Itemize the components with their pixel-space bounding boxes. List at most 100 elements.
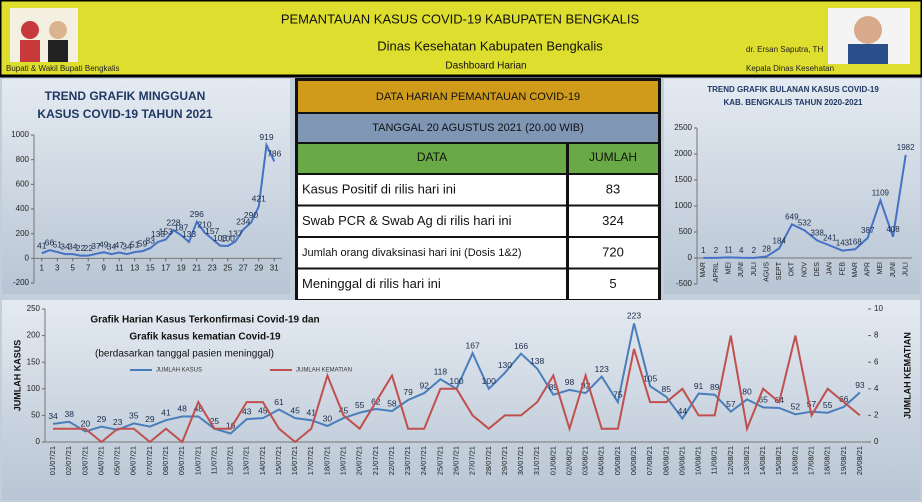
- data-label: 118: [434, 366, 448, 376]
- chart-title: KAB. BENGKALIS TAHUN 2020-2021: [724, 98, 864, 107]
- data-label: 103: [213, 233, 227, 243]
- x-tick-label: 3: [55, 263, 60, 272]
- x-tick-label: OKT: [789, 261, 796, 276]
- x-tick-label: 28/07/21: [484, 446, 493, 475]
- data-label: 45: [258, 405, 268, 415]
- photo-figure: [21, 21, 39, 39]
- x-tick-label: APR: [865, 262, 872, 276]
- data-label: 22: [76, 243, 86, 253]
- table-cell: [569, 269, 658, 299]
- data-label: 1982: [897, 143, 915, 152]
- data-label: 34: [107, 241, 117, 251]
- data-label: 228: [166, 217, 180, 227]
- data-label: 210: [197, 220, 211, 230]
- table-label: Meninggal di rilis hari ini: [302, 276, 441, 291]
- y-tick-label: 1000: [674, 201, 692, 210]
- data-label: 45: [290, 405, 300, 415]
- data-label: 41: [307, 407, 317, 417]
- x-tick-label: 18/07/21: [322, 446, 331, 475]
- table-label: Jumlah orang divaksinasi hari ini (Dosis…: [302, 247, 521, 259]
- table-cell: [569, 206, 658, 236]
- x-tick-label: 08/08/21: [661, 446, 670, 475]
- x-tick-label: 25/07/21: [435, 446, 444, 475]
- y2-tick-label: 8: [874, 331, 879, 340]
- y-tick-label: 1500: [674, 175, 692, 184]
- data-label: 223: [627, 311, 641, 321]
- x-tick-label: 06/07/21: [129, 446, 138, 475]
- x-tick-label: 22/07/21: [387, 446, 396, 475]
- x-tick-label: 23: [208, 263, 217, 272]
- x-tick-label: 12/07/21: [226, 446, 235, 475]
- data-label: 29: [145, 414, 155, 424]
- data-label: 29: [97, 414, 107, 424]
- data-label: 92: [581, 380, 591, 390]
- x-tick-label: 06/08/21: [629, 446, 638, 475]
- data-label: 34: [48, 411, 58, 421]
- data-label: 61: [274, 397, 284, 407]
- data-label: 45: [339, 405, 349, 415]
- chart-title: TREND GRAFIK MINGGUAN: [45, 89, 206, 103]
- data-label: 919: [259, 132, 273, 142]
- y-tick-label: 400: [16, 204, 30, 213]
- y2-tick-label: 0: [874, 437, 879, 446]
- data-label: 296: [190, 209, 204, 219]
- data-label: 85: [662, 384, 672, 394]
- legend-label: JUMLAH KASUS: [156, 368, 202, 374]
- data-label: 34: [60, 241, 70, 251]
- panel: [2, 300, 920, 500]
- x-tick-label: 08/07/21: [161, 446, 170, 475]
- x-tick-label: 25: [223, 263, 232, 272]
- x-tick-label: 10/08/21: [694, 446, 703, 475]
- table-date-bg: [298, 114, 658, 142]
- chart-title: TREND GRAFIK BULANAN KASUS COVID-19: [707, 85, 879, 94]
- chart-title: KASUS COVID-19 TAHUN 2021: [37, 107, 212, 121]
- data-label: 133: [182, 229, 196, 239]
- data-label: 166: [514, 341, 528, 351]
- chart-title: (berdasarkan tanggal pasien meninggal): [95, 349, 274, 360]
- data-label: 11: [724, 246, 733, 255]
- data-label: 184: [773, 237, 787, 246]
- y2-tick-label: 4: [874, 384, 879, 393]
- data-label: 51: [130, 239, 140, 249]
- left-caption: Bupati & Wakil Bupati Bengkalis: [6, 64, 120, 73]
- data-label: 47: [115, 240, 125, 250]
- x-tick-label: 31: [270, 263, 279, 272]
- x-tick-label: 01/08/21: [548, 446, 557, 475]
- x-tick-label: NOV: [801, 262, 808, 278]
- series-line: [53, 335, 861, 444]
- data-label: 34: [122, 241, 132, 251]
- data-label: 167: [466, 340, 480, 350]
- y-tick-label: 0: [688, 253, 693, 262]
- photo-figure: [48, 40, 68, 62]
- y-tick-label: 50: [31, 411, 40, 420]
- y-tick-label: 800: [16, 155, 30, 164]
- data-label: 22: [84, 243, 94, 253]
- x-tick-label: SEPT: [776, 261, 783, 280]
- data-label: 41: [37, 241, 47, 251]
- table-cell: [569, 175, 658, 205]
- x-tick-label: 07/08/21: [645, 446, 654, 475]
- x-tick-label: 17: [161, 263, 170, 272]
- x-tick-label: 24/07/21: [419, 446, 428, 475]
- x-tick-label: 15: [146, 263, 155, 272]
- data-label: 153: [159, 227, 173, 237]
- data-label: 51: [53, 239, 63, 249]
- data-label: 80: [742, 387, 752, 397]
- x-tick-label: 13/08/21: [742, 446, 751, 475]
- x-tick-label: 09/08/21: [677, 446, 686, 475]
- data-label: 28: [762, 245, 771, 254]
- series-line: [41, 141, 276, 257]
- x-tick-label: 26/07/21: [451, 446, 460, 475]
- x-tick-label: 29/07/21: [500, 446, 509, 475]
- table-header: DATA: [417, 150, 447, 164]
- x-tick-label: 02/08/21: [564, 446, 573, 475]
- data-label: 58: [387, 398, 397, 408]
- data-label: 75: [613, 389, 623, 399]
- table-value: 720: [602, 244, 624, 259]
- x-tick-label: 27: [239, 263, 248, 272]
- legend-label: JUMLAH KEMATIAN: [296, 368, 352, 374]
- table-label: Swab PCR & Swab Ag di rilis hari ini: [302, 213, 512, 228]
- x-tick-label: 05/08/21: [613, 446, 622, 475]
- table-header-bg: [298, 144, 566, 173]
